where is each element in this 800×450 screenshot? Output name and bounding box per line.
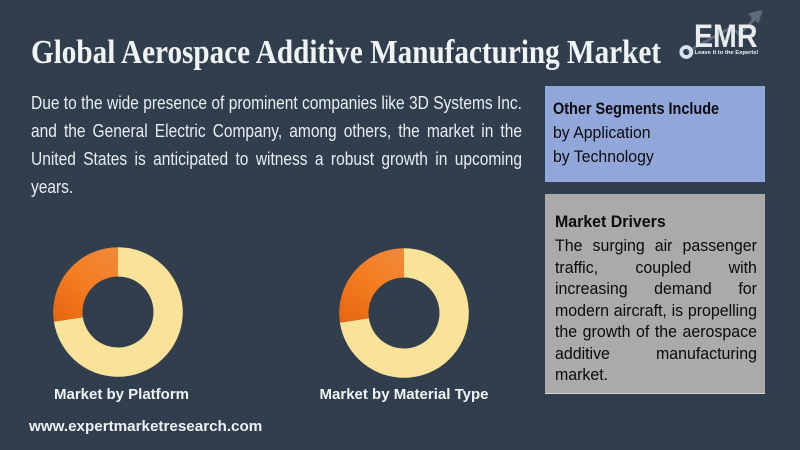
svg-text:EMR: EMR [694, 18, 758, 54]
svg-text:Leave it to the Experts!: Leave it to the Experts! [695, 50, 759, 56]
